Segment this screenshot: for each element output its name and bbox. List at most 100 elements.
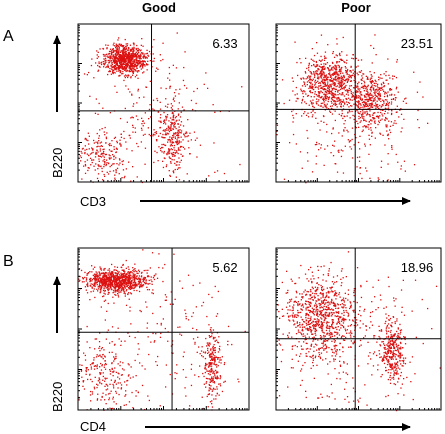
data-point bbox=[343, 76, 345, 79]
data-point bbox=[108, 143, 110, 146]
data-point bbox=[299, 58, 301, 60]
data-point bbox=[369, 144, 371, 146]
data-point bbox=[113, 275, 115, 277]
data-point bbox=[135, 277, 137, 279]
data-point bbox=[339, 58, 341, 60]
data-point bbox=[329, 80, 331, 82]
data-point bbox=[371, 85, 373, 88]
data-point bbox=[113, 163, 115, 165]
data-point bbox=[133, 287, 135, 289]
data-point bbox=[343, 130, 345, 132]
data-point bbox=[94, 277, 96, 280]
data-point bbox=[299, 322, 301, 324]
data-point bbox=[178, 148, 180, 150]
data-point bbox=[365, 99, 367, 101]
data-point bbox=[139, 58, 141, 60]
data-point bbox=[211, 363, 213, 365]
data-point bbox=[120, 58, 122, 60]
data-point bbox=[92, 283, 94, 285]
data-point bbox=[105, 389, 107, 391]
data-point bbox=[112, 71, 114, 73]
data-point bbox=[323, 76, 325, 78]
data-point bbox=[341, 306, 343, 308]
data-point bbox=[323, 88, 326, 90]
data-point bbox=[182, 139, 184, 141]
data-point bbox=[338, 149, 340, 151]
data-point bbox=[135, 62, 137, 64]
data-point bbox=[122, 276, 124, 278]
data-point bbox=[324, 318, 326, 320]
data-point bbox=[374, 34, 376, 36]
data-point bbox=[118, 60, 120, 62]
data-point bbox=[126, 45, 128, 47]
data-point bbox=[313, 72, 315, 74]
data-point bbox=[314, 86, 317, 88]
data-point bbox=[109, 144, 111, 147]
data-point bbox=[139, 286, 141, 289]
data-point bbox=[205, 337, 207, 340]
data-point bbox=[101, 396, 103, 398]
data-point bbox=[147, 275, 149, 277]
data-point bbox=[129, 282, 131, 284]
data-point bbox=[161, 146, 163, 149]
data-point bbox=[343, 95, 346, 97]
data-point bbox=[103, 166, 105, 168]
column-header-good: Good bbox=[142, 0, 176, 15]
data-point bbox=[185, 315, 187, 318]
data-point bbox=[90, 390, 92, 393]
data-point bbox=[109, 369, 111, 371]
data-point bbox=[352, 114, 354, 117]
data-point bbox=[359, 92, 361, 94]
data-point bbox=[203, 83, 205, 85]
data-point bbox=[140, 310, 142, 313]
data-point bbox=[107, 278, 109, 281]
data-point bbox=[117, 288, 119, 290]
data-point bbox=[320, 306, 323, 308]
data-point bbox=[118, 393, 120, 396]
data-point bbox=[115, 57, 118, 59]
data-point bbox=[400, 165, 402, 167]
data-point bbox=[136, 142, 138, 145]
data-point bbox=[403, 160, 406, 162]
data-point bbox=[325, 280, 327, 282]
data-point bbox=[337, 94, 339, 96]
data-point bbox=[344, 89, 347, 92]
data-point bbox=[102, 272, 104, 274]
data-point bbox=[214, 377, 217, 379]
data-point bbox=[319, 307, 321, 309]
data-point bbox=[207, 347, 209, 350]
data-point bbox=[129, 66, 131, 68]
data-point bbox=[88, 148, 90, 150]
data-point bbox=[204, 352, 206, 354]
data-point bbox=[310, 311, 312, 313]
data-point bbox=[111, 48, 114, 50]
data-point bbox=[320, 102, 322, 105]
data-point bbox=[318, 94, 320, 96]
data-point bbox=[141, 384, 144, 387]
data-point bbox=[152, 135, 154, 137]
data-point bbox=[317, 339, 319, 341]
data-point bbox=[292, 316, 294, 318]
data-point bbox=[106, 388, 109, 390]
data-point bbox=[124, 293, 126, 295]
data-point bbox=[98, 102, 100, 105]
data-point bbox=[209, 370, 211, 372]
data-point bbox=[126, 65, 128, 67]
data-point bbox=[316, 65, 318, 67]
data-point bbox=[128, 53, 130, 55]
data-point bbox=[342, 94, 344, 96]
data-point bbox=[384, 92, 386, 94]
data-point bbox=[314, 112, 316, 114]
data-point bbox=[107, 276, 109, 279]
data-point bbox=[125, 277, 127, 279]
data-point bbox=[332, 276, 335, 278]
dot-cloud-b-poor bbox=[276, 251, 441, 412]
data-point bbox=[185, 395, 187, 397]
data-point bbox=[219, 349, 221, 351]
data-point bbox=[219, 378, 221, 380]
data-point bbox=[218, 383, 220, 385]
data-point bbox=[389, 88, 391, 90]
data-point bbox=[371, 120, 373, 122]
data-point bbox=[377, 111, 379, 114]
data-point bbox=[115, 353, 117, 355]
